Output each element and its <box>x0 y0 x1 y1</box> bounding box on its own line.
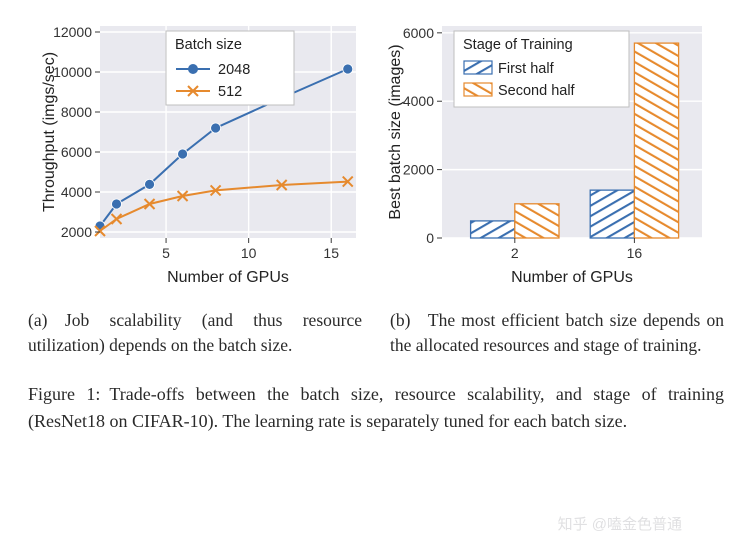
svg-text:8000: 8000 <box>61 104 92 120</box>
subcaption-b: (b) The most efficient batch size depend… <box>390 308 724 359</box>
svg-text:10000: 10000 <box>53 64 92 80</box>
svg-text:Second half: Second half <box>498 83 576 99</box>
svg-text:15: 15 <box>323 245 339 261</box>
watermark: 知乎 @嗑金色普通 <box>558 513 682 534</box>
subcaption-a: (a) Job scalability (and thus resource u… <box>28 308 362 359</box>
subplot-a: 2000 4000 6000 8000 10000 12000 5 10 15 Number of… <box>38 12 368 290</box>
subplot-b: 0 2000 4000 6000 2 16 Number of GPUs Best batch… <box>384 12 714 290</box>
svg-text:4000: 4000 <box>403 93 434 109</box>
svg-text:5: 5 <box>162 245 170 261</box>
svg-text:2: 2 <box>511 245 519 261</box>
batchsize-chart: 0 2000 4000 6000 2 16 Number of GPUs Best batch… <box>384 12 714 290</box>
svg-text:Number of GPUs: Number of GPUs <box>167 269 289 286</box>
svg-text:Number of GPUs: Number of GPUs <box>511 269 633 286</box>
figure-caption: Figure 1: Trade-offs between the batch s… <box>28 381 724 435</box>
svg-text:4000: 4000 <box>61 184 92 200</box>
figure-row: 2000 4000 6000 8000 10000 12000 5 10 15 Number of… <box>28 12 724 290</box>
subcaption-row: (a) Job scalability (and thus resource u… <box>28 308 724 359</box>
throughput-chart: 2000 4000 6000 8000 10000 12000 5 10 15 Number of… <box>38 12 368 290</box>
svg-text:Throughput (imgs/sec): Throughput (imgs/sec) <box>41 52 58 212</box>
svg-text:Stage of Training: Stage of Training <box>463 37 573 53</box>
svg-text:12000: 12000 <box>53 24 92 40</box>
svg-text:2000: 2000 <box>403 162 434 178</box>
svg-text:Batch size: Batch size <box>175 37 242 53</box>
svg-text:2000: 2000 <box>61 224 92 240</box>
svg-text:0: 0 <box>426 230 434 246</box>
svg-text:512: 512 <box>218 84 242 100</box>
svg-text:2048: 2048 <box>218 62 250 78</box>
svg-text:16: 16 <box>627 245 643 261</box>
svg-text:Best batch size (images): Best batch size (images) <box>387 44 404 219</box>
svg-text:6000: 6000 <box>403 25 434 41</box>
svg-text:First half: First half <box>498 61 555 77</box>
svg-text:6000: 6000 <box>61 144 92 160</box>
svg-text:10: 10 <box>241 245 257 261</box>
